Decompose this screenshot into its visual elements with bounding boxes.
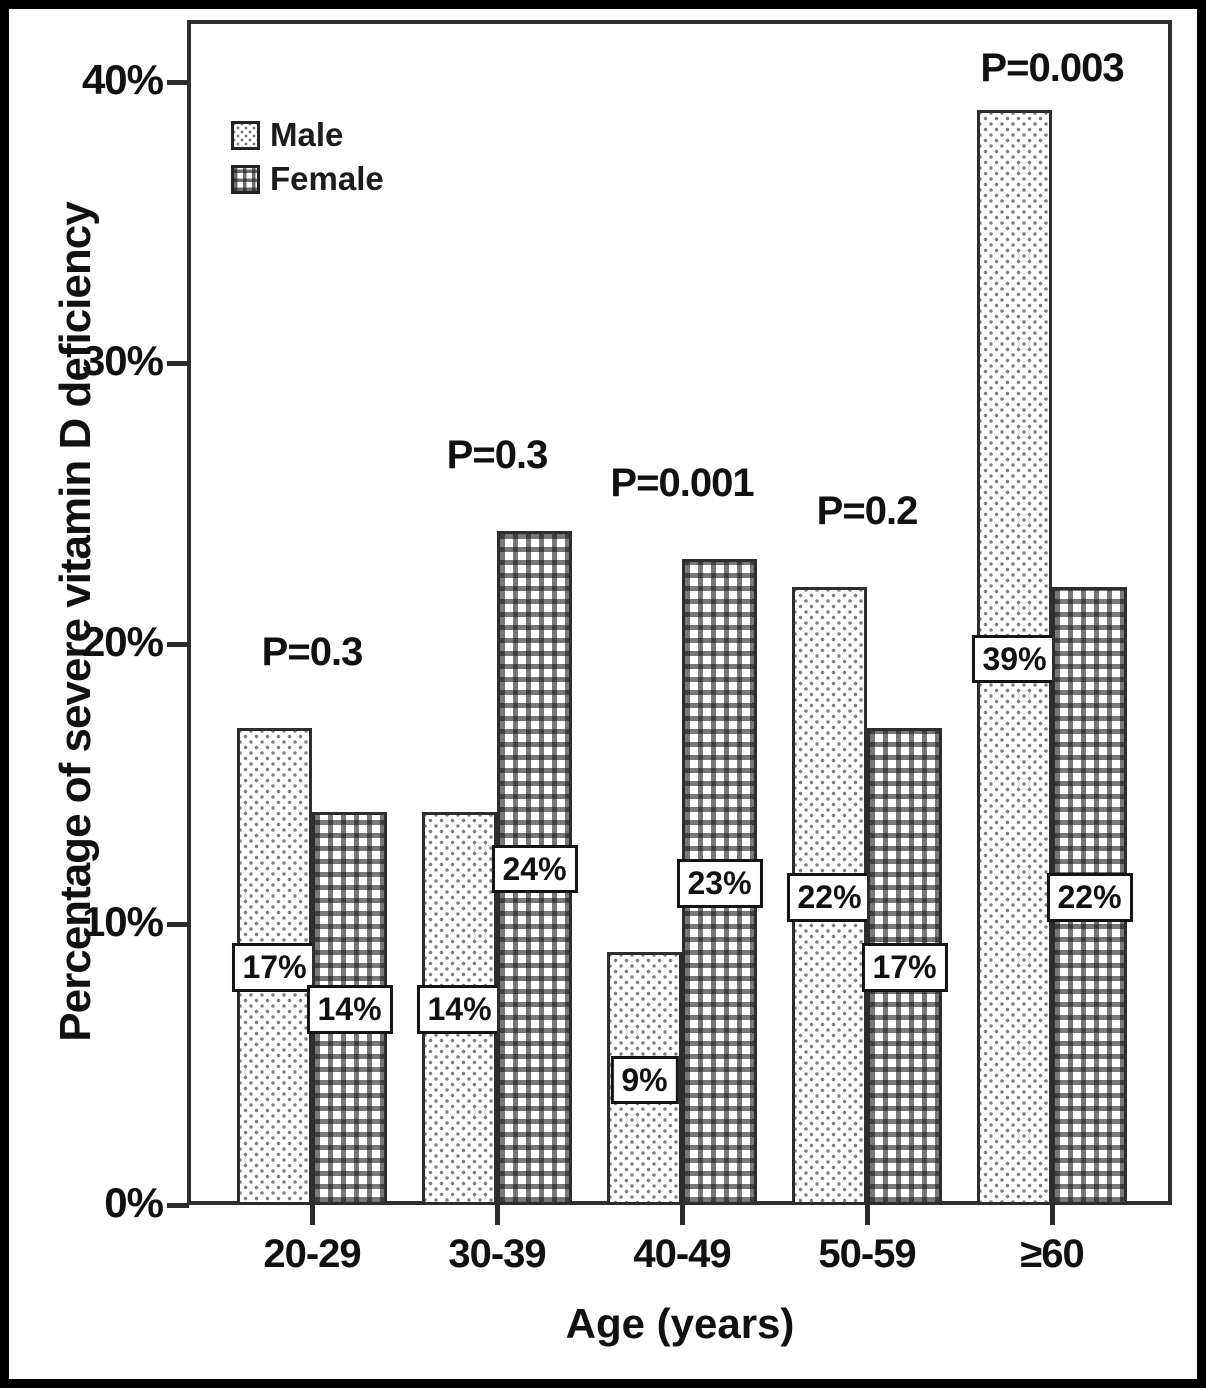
x-axis-tick-mark [1050, 1205, 1055, 1225]
p-value-annotation: P=0.3 [261, 629, 364, 674]
bar-value-label: 24% [491, 845, 578, 894]
bar-value-label: 39% [971, 634, 1058, 683]
x-axis-tick-label: 30-39 [448, 1232, 546, 1276]
x-axis-title: Age (years) [565, 1300, 795, 1347]
male-pattern-swatch-icon [231, 120, 260, 150]
bar-male-≥60: 39% [971, 110, 1058, 1205]
y-axis-tick-label: 10% [81, 898, 164, 946]
x-axis-tick-mark [310, 1205, 315, 1225]
x-axis-tick-label: ≥60 [1020, 1232, 1084, 1276]
bar-value-label: 14% [306, 985, 393, 1034]
p-value-annotation: P=0.003 [980, 46, 1124, 90]
x-axis-tick-mark [495, 1205, 500, 1225]
x-axis-tick-label: 20-29 [263, 1232, 361, 1276]
bar-female-40-49: 23% [676, 559, 763, 1205]
bar-value-label: 22% [1046, 873, 1133, 922]
y-axis-tick-mark [167, 80, 189, 85]
y-axis-tick-label: 30% [81, 336, 164, 384]
x-axis-tick-label: 50-59 [818, 1232, 916, 1276]
bar-male-50-59: 22% [786, 587, 873, 1205]
y-axis-tick-label: 40% [81, 56, 164, 103]
bar-female-20-29: 14% [306, 811, 393, 1205]
bar-value-label: 9% [610, 1055, 679, 1105]
x-axis-tick-label: 40-49 [633, 1232, 731, 1276]
p-value-annotation: P=0.3 [446, 433, 549, 478]
bar-male-30-39: 14% [416, 811, 503, 1205]
bar-male-40-49: 9% [607, 952, 682, 1205]
bar-female-30-39: 24% [491, 531, 578, 1205]
bar-value-label: 22% [786, 873, 873, 922]
y-axis-tick-mark [167, 641, 189, 647]
x-axis-tick-mark [680, 1205, 685, 1225]
bar-value-label: 17% [231, 943, 318, 992]
y-axis-tick-mark [167, 1203, 189, 1208]
legend: Male Female [231, 116, 384, 204]
p-value-annotation: P=0.2 [816, 489, 919, 534]
bar-value-label: 14% [416, 985, 503, 1034]
y-axis-tick-mark [167, 360, 189, 366]
legend-item-male: Male [231, 116, 384, 154]
bar-female-≥60: 22% [1046, 587, 1133, 1205]
bar-value-label: 23% [676, 859, 763, 908]
legend-item-female: Female [231, 160, 384, 198]
female-pattern-swatch-icon [231, 164, 260, 194]
bar-male-20-29: 17% [231, 727, 318, 1205]
p-value-annotation: P=0.001 [610, 461, 754, 506]
y-axis-tick-label: 0% [104, 1179, 164, 1226]
y-axis-tick-mark [167, 922, 189, 928]
legend-label-male: Male [270, 116, 344, 153]
bar-value-label: 17% [861, 943, 948, 992]
bar-female-50-59: 17% [861, 727, 948, 1205]
x-axis-tick-mark [865, 1205, 870, 1225]
y-axis-tick-label: 20% [81, 617, 164, 665]
legend-label-female: Female [270, 160, 384, 197]
